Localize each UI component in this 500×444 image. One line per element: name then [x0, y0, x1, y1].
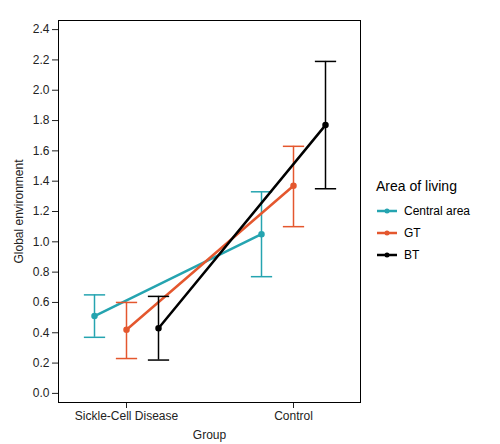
svg-text:0.2: 0.2: [33, 356, 50, 370]
svg-text:2.4: 2.4: [33, 22, 50, 36]
html-text:Area of living: Area of living: [376, 178, 457, 194]
svg-text:1.2: 1.2: [33, 204, 50, 218]
html-text:GT: GT: [404, 226, 421, 240]
svg-text:2.2: 2.2: [33, 53, 50, 67]
svg-text:1.4: 1.4: [33, 174, 50, 188]
svg-text:0.8: 0.8: [33, 265, 50, 279]
svg-text:Group: Group: [193, 428, 227, 442]
svg-text:0.6: 0.6: [33, 295, 50, 309]
svg-text:0.0: 0.0: [33, 386, 50, 400]
svg-text:2.0: 2.0: [33, 83, 50, 97]
svg-text:Global environment: Global environment: [12, 159, 26, 264]
html-text:Central area: Central area: [404, 204, 470, 218]
svg-text:1.6: 1.6: [33, 144, 50, 158]
svg-text:Control: Control: [274, 409, 313, 423]
svg-text:Sickle-Cell Disease: Sickle-Cell Disease: [75, 409, 179, 423]
svg-text:1.0: 1.0: [33, 235, 50, 249]
html-text:BT: BT: [404, 248, 420, 262]
svg-text:0.4: 0.4: [33, 326, 50, 340]
svg-text:1.8: 1.8: [33, 113, 50, 127]
